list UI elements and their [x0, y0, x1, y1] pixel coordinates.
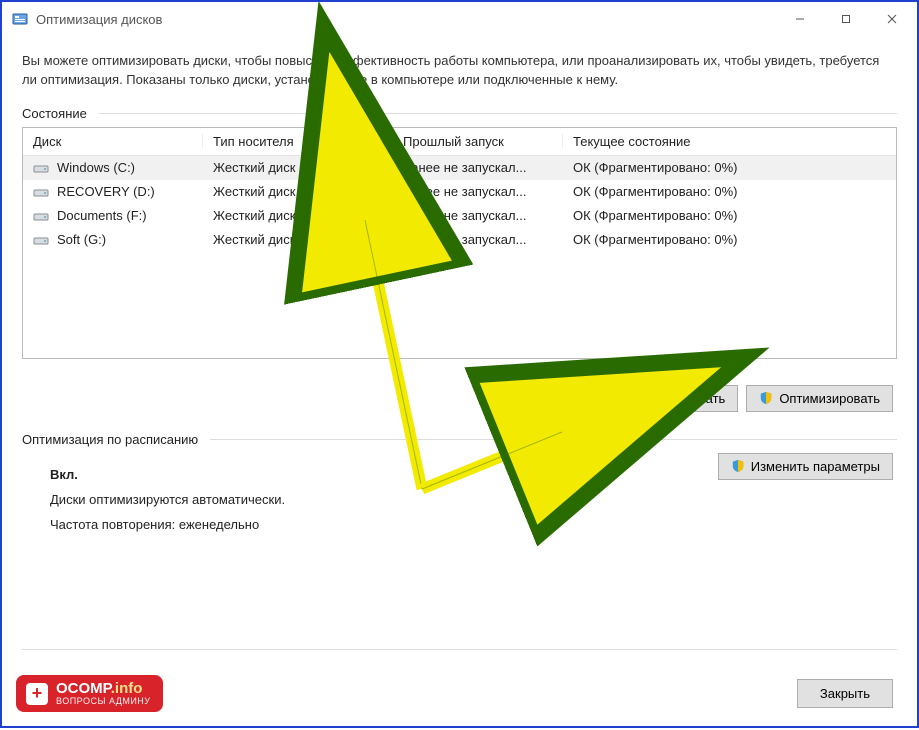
shield-icon — [731, 459, 745, 473]
media-cell: Жесткий диск — [203, 184, 393, 199]
state-cell: ОК (Фрагментировано: 0%) — [563, 232, 896, 247]
change-settings-button[interactable]: Изменить параметры — [718, 453, 893, 480]
drive-name: Windows (C:) — [57, 160, 135, 175]
drive-cell: Windows (C:) — [23, 160, 203, 176]
action-buttons: Анализировать Оптимизировать — [22, 359, 897, 418]
status-section-label: Состояние — [22, 106, 897, 121]
shield-icon — [613, 391, 627, 405]
lastrun-cell: Ранее не запускал... — [393, 208, 563, 223]
hdd-icon — [33, 208, 49, 224]
drive-cell: RECOVERY (D:) — [23, 184, 203, 200]
site-badge: + OCOMP.info ВОПРОСЫ АДМИНУ — [16, 675, 163, 712]
table-row[interactable]: RECOVERY (D:) Жесткий дискРанее не запуск… — [23, 180, 896, 204]
shield-icon — [759, 391, 773, 405]
table-row[interactable]: Windows (C:) Жесткий дискРанее не запуска… — [23, 156, 896, 180]
col-drive[interactable]: Диск — [23, 134, 203, 149]
drive-name: Soft (G:) — [57, 232, 106, 247]
drive-name: RECOVERY (D:) — [57, 184, 155, 199]
lastrun-cell: Ранее не запускал... — [393, 232, 563, 247]
maximize-button[interactable] — [823, 4, 869, 34]
window-title: Оптимизация дисков — [36, 12, 777, 27]
state-cell: ОК (Фрагментировано: 0%) — [563, 208, 896, 223]
intro-text: Вы можете оптимизировать диски, чтобы по… — [22, 52, 897, 90]
drive-cell: Documents (F:) — [23, 208, 203, 224]
plus-icon: + — [26, 683, 48, 705]
minimize-button[interactable] — [777, 4, 823, 34]
drives-table: Диск Тип носителя Прошлый запуск Текущее… — [22, 127, 897, 359]
col-media[interactable]: Тип носителя — [203, 134, 393, 149]
app-icon — [12, 11, 28, 27]
table-row[interactable]: Soft (G:) Жесткий дискРанее не запускал..… — [23, 228, 896, 252]
close-button[interactable] — [869, 4, 915, 34]
hdd-icon — [33, 232, 49, 248]
table-row[interactable]: Documents (F:) Жесткий дискРанее не запус… — [23, 204, 896, 228]
close-dialog-button[interactable]: Закрыть — [797, 679, 893, 708]
state-cell: ОК (Фрагментировано: 0%) — [563, 160, 896, 175]
lastrun-cell: Ранее не запускал... — [393, 184, 563, 199]
schedule-section-label: Оптимизация по расписанию — [22, 432, 897, 447]
media-cell: Жесткий диск — [203, 208, 393, 223]
table-header: Диск Тип носителя Прошлый запуск Текущее… — [23, 128, 896, 156]
analyze-button[interactable]: Анализировать — [600, 385, 738, 412]
hdd-icon — [33, 184, 49, 200]
col-state[interactable]: Текущее состояние — [563, 134, 896, 149]
state-cell: ОК (Фрагментировано: 0%) — [563, 184, 896, 199]
schedule-block: Вкл. Диски оптимизируются автоматически.… — [22, 453, 897, 532]
titlebar: Оптимизация дисков — [2, 2, 917, 36]
footer-divider — [22, 649, 897, 650]
media-cell: Жесткий диск — [203, 232, 393, 247]
media-cell: Жесткий диск — [203, 160, 393, 175]
hdd-icon — [33, 160, 49, 176]
schedule-status: Вкл. — [50, 467, 78, 482]
lastrun-cell: Ранее не запускал... — [393, 160, 563, 175]
window-controls — [777, 4, 915, 34]
schedule-freq-line: Частота повторения: еженедельно — [50, 517, 893, 532]
schedule-auto-line: Диски оптимизируются автоматически. — [50, 492, 893, 507]
optimize-button[interactable]: Оптимизировать — [746, 385, 893, 412]
drive-cell: Soft (G:) — [23, 232, 203, 248]
col-lastrun[interactable]: Прошлый запуск — [393, 134, 563, 149]
drive-name: Documents (F:) — [57, 208, 147, 223]
